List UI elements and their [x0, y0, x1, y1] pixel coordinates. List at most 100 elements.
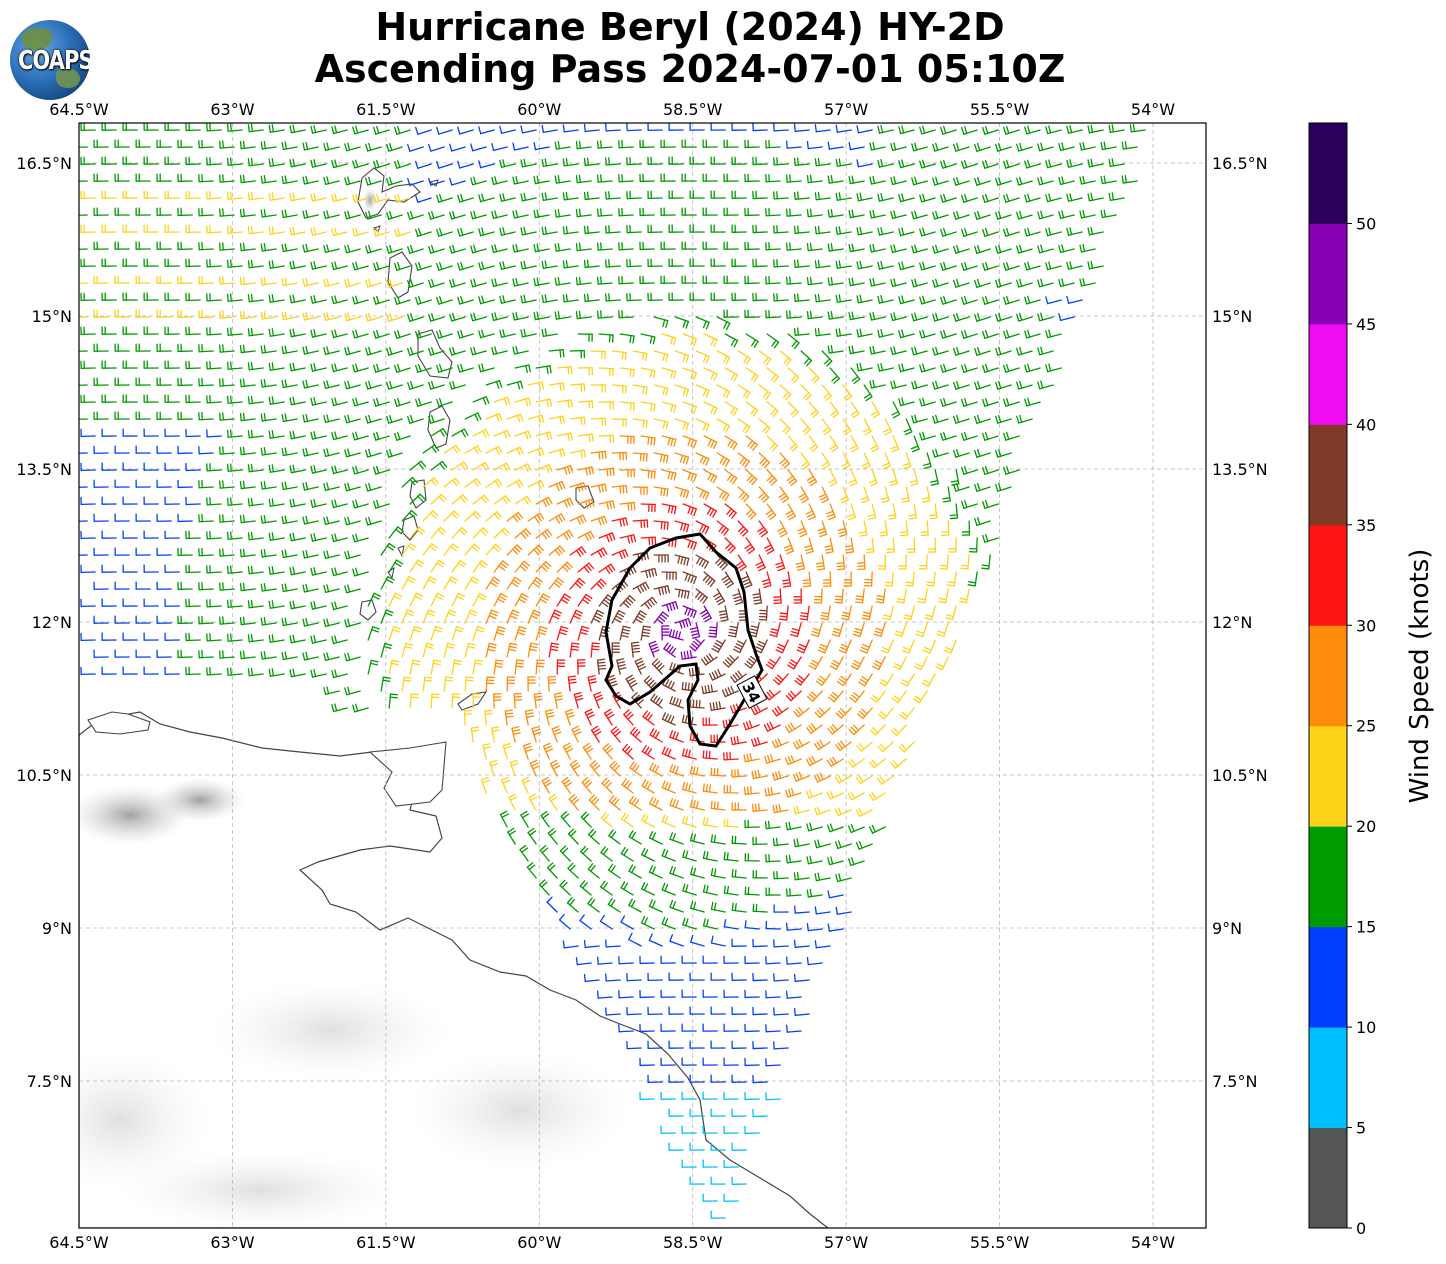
wind-barb [331, 363, 348, 373]
wind-barb [744, 989, 760, 999]
wind-barb [982, 193, 999, 203]
wind-barb [744, 207, 760, 217]
wind-barb [198, 411, 214, 421]
wind-barb [814, 327, 831, 337]
wind-barb [407, 380, 424, 390]
wind-barb [961, 431, 978, 441]
wind-barb [785, 854, 802, 864]
lat-label-left: 15°N [32, 307, 72, 326]
wind-barb [485, 412, 503, 422]
wind-barb [932, 176, 949, 186]
wind-barb [974, 516, 991, 526]
wind-barb [373, 329, 390, 339]
wind-barb [93, 241, 109, 250]
wind-barb [415, 363, 432, 373]
lat-label-right: 15°N [1212, 307, 1252, 326]
wind-barb [569, 416, 586, 426]
wind-barb [702, 275, 718, 284]
wind-barb [365, 346, 382, 356]
wind-barb [814, 940, 831, 949]
wind-barb [491, 726, 500, 743]
lat-label-left: 12°N [32, 613, 72, 632]
wind-barb [499, 295, 516, 304]
wind-barb [940, 125, 957, 135]
wind-barb [556, 465, 574, 475]
wind-barb [702, 1023, 718, 1032]
wind-barb [821, 418, 832, 436]
wind-barb [669, 866, 684, 879]
wind-barb [457, 227, 474, 237]
wind-barb [482, 743, 492, 760]
wind-barb [135, 547, 151, 556]
wind-barb [520, 192, 537, 202]
wind-barb [564, 708, 575, 726]
wind-barb [177, 275, 193, 285]
wind-barb [653, 418, 669, 430]
wind-barb [554, 277, 571, 286]
wind-barb [449, 380, 466, 390]
wind-barb [352, 465, 369, 475]
wind-barb [723, 1125, 739, 1134]
wind-barb [219, 344, 235, 353]
wind-barb [778, 486, 790, 504]
wind-barb [752, 836, 768, 846]
wind-barb [953, 346, 970, 356]
wind-barb [632, 610, 647, 624]
wind-barb [1037, 380, 1054, 390]
wind-barb [506, 413, 524, 423]
wind-barb [674, 452, 690, 465]
wind-barb [558, 913, 571, 930]
wind-barb [932, 414, 949, 424]
wind-barb [239, 582, 256, 592]
lon-label-top: 60°W [517, 100, 561, 119]
wind-barb [710, 1006, 726, 1015]
wind-barb [669, 628, 684, 641]
wind-barb [808, 656, 823, 670]
colorbar-segment [1309, 524, 1347, 626]
wind-barb [289, 328, 306, 338]
wind-barb [524, 709, 535, 726]
wind-barb [695, 384, 710, 398]
wind-barb [745, 333, 759, 349]
wind-barb [723, 785, 739, 794]
wind-barb [409, 559, 425, 573]
wind-barb [681, 207, 697, 216]
wind-barb [260, 481, 277, 490]
wind-barb [539, 845, 550, 862]
wind-barb [177, 411, 193, 421]
wind-barb [702, 1193, 718, 1202]
wind-barb [79, 452, 88, 454]
wind-barb [869, 277, 886, 287]
wind-barb [567, 675, 577, 692]
wind-barb [827, 856, 844, 866]
wind-barb [891, 401, 901, 419]
wind-barb [1024, 397, 1041, 407]
wind-barb [472, 560, 488, 573]
wind-barb [509, 759, 519, 777]
wind-barb [689, 123, 705, 131]
wind-barb [101, 190, 117, 199]
wind-barb [935, 656, 949, 671]
wind-barb [783, 537, 794, 555]
wind-barb [206, 429, 222, 438]
wind-barb [219, 276, 235, 285]
wind-barb [430, 592, 445, 607]
wind-barb [541, 776, 552, 794]
wind-barb [858, 673, 873, 687]
wind-barb [891, 690, 907, 704]
wind-barb [581, 777, 593, 794]
wind-barb [409, 626, 422, 641]
wind-barb [653, 316, 669, 329]
wind-barb [961, 465, 978, 475]
wind-barb [551, 725, 562, 743]
wind-barb [752, 190, 768, 200]
wind-barb [982, 159, 999, 169]
wind-barb [681, 1159, 697, 1168]
wind-barb [541, 192, 558, 202]
wind-barb [344, 346, 361, 356]
wind-barb [919, 261, 936, 271]
wind-barb [449, 346, 466, 356]
wind-barb [724, 469, 738, 485]
wind-barb [752, 1006, 768, 1016]
wind-barb [856, 362, 873, 372]
